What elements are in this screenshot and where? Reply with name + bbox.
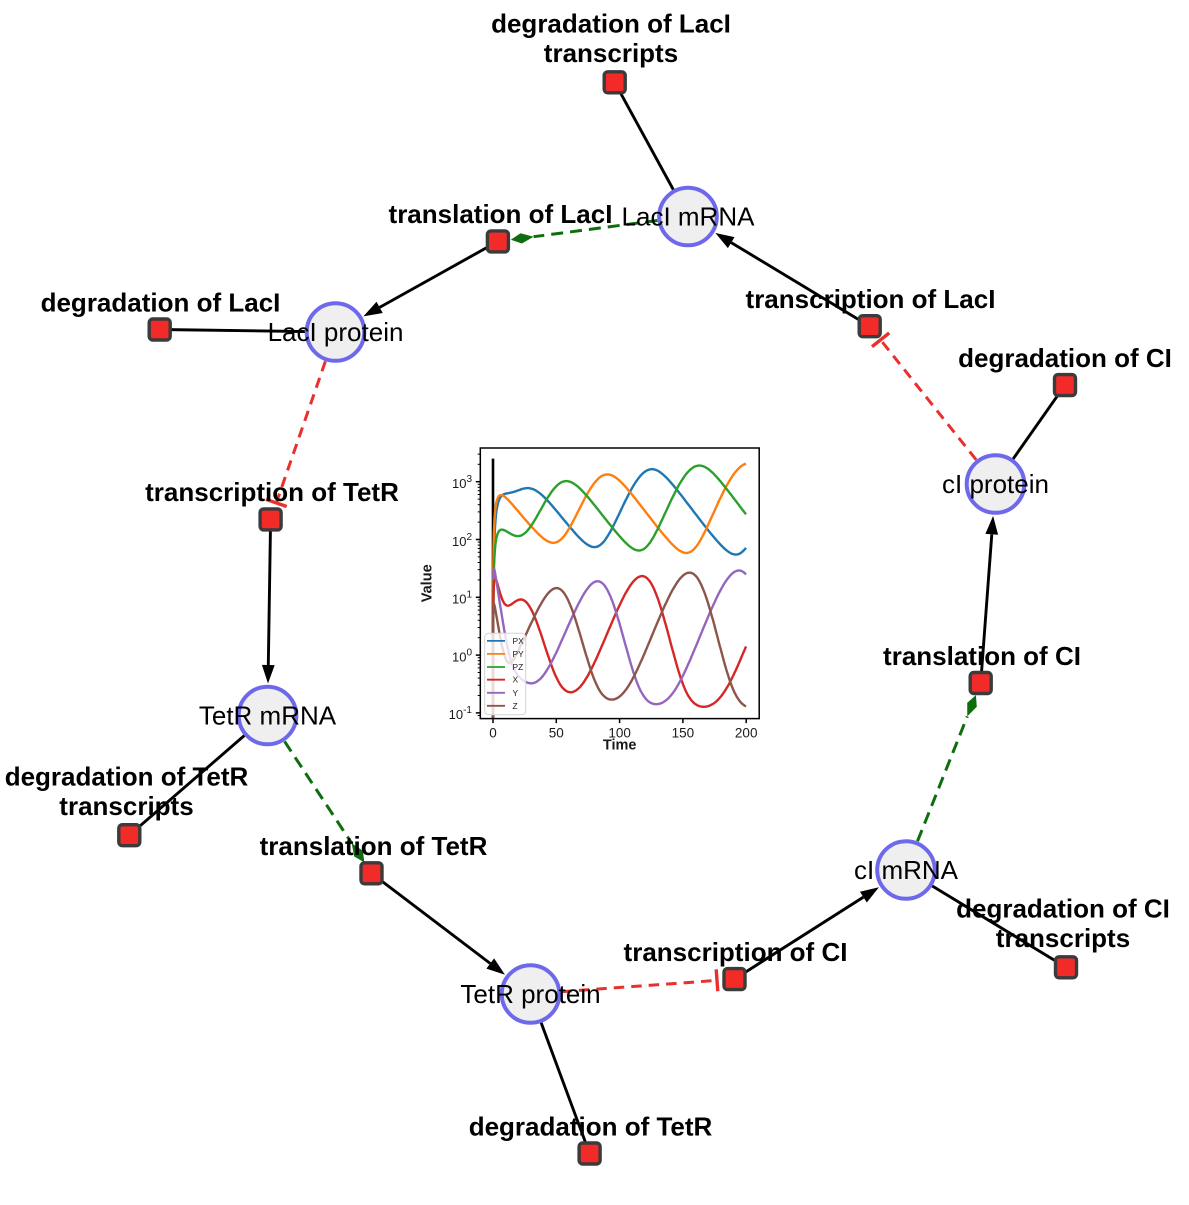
svg-text:TetR protein: TetR protein [460, 979, 600, 1009]
svg-text:50: 50 [549, 726, 564, 741]
svg-text:X: X [513, 675, 519, 685]
svg-text:100: 100 [608, 726, 631, 741]
svg-text:transcription of TetR: transcription of TetR [145, 477, 399, 507]
svg-text:transcripts: transcripts [996, 923, 1130, 953]
svg-text:cI protein: cI protein [942, 469, 1049, 499]
svg-text:translation of CI: translation of CI [883, 641, 1081, 671]
svg-text:150: 150 [672, 726, 695, 741]
svg-text:0: 0 [489, 726, 497, 741]
svg-text:Z: Z [513, 701, 518, 711]
svg-text:Value: Value [420, 564, 436, 602]
svg-text:degradation of CI: degradation of CI [956, 893, 1170, 923]
svg-text:PZ: PZ [513, 662, 524, 672]
svg-text:degradation of TetR: degradation of TetR [5, 761, 249, 791]
svg-text:degradation of CI: degradation of CI [958, 343, 1172, 373]
svg-text:translation of TetR: translation of TetR [260, 831, 488, 861]
svg-text:PX: PX [513, 636, 525, 646]
svg-text:transcription of LacI: transcription of LacI [746, 284, 996, 314]
svg-text:transcripts: transcripts [59, 791, 193, 821]
svg-text:degradation of LacI: degradation of LacI [41, 287, 281, 317]
svg-text:translation of LacI: translation of LacI [389, 199, 613, 229]
svg-text:transcription of CI: transcription of CI [624, 937, 848, 967]
svg-text:TetR mRNA: TetR mRNA [199, 701, 337, 731]
svg-text:cI mRNA: cI mRNA [854, 855, 959, 885]
svg-text:transcripts: transcripts [544, 38, 678, 68]
svg-text:degradation of LacI: degradation of LacI [491, 8, 731, 38]
svg-text:Y: Y [513, 688, 519, 698]
svg-text:PY: PY [513, 649, 525, 659]
svg-text:LacI protein: LacI protein [268, 317, 404, 347]
svg-text:Time: Time [603, 738, 637, 754]
svg-text:LacI mRNA: LacI mRNA [622, 202, 756, 232]
svg-text:degradation of TetR: degradation of TetR [469, 1111, 713, 1141]
svg-text:200: 200 [735, 726, 758, 741]
